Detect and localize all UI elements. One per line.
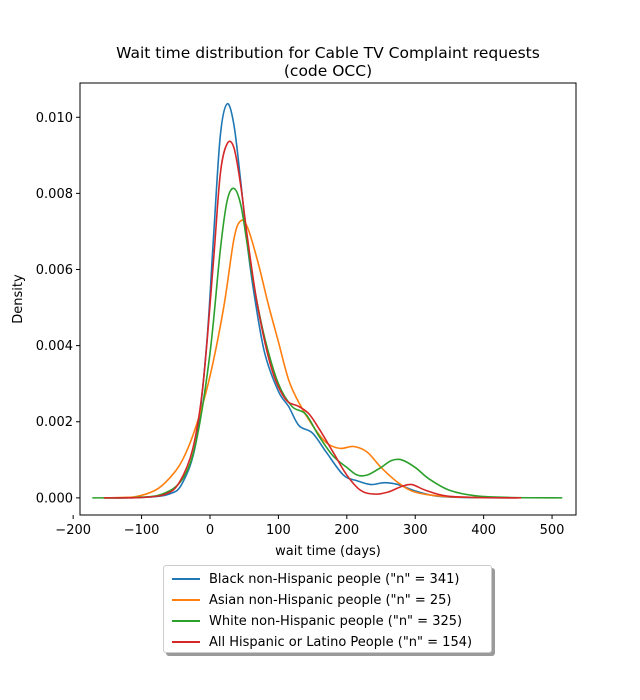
y-axis-ticks: 0.000 0.002 0.004 0.006 0.008 0.010 [36, 111, 80, 506]
y-tick-label: 0.002 [36, 415, 73, 430]
legend-label: Black non-Hispanic people ("n" = 341) [209, 571, 460, 587]
y-tick-label: 0.010 [36, 111, 73, 126]
series-line-3 [103, 140, 522, 499]
x-tick-label: 400 [471, 523, 496, 538]
x-tick-label: 200 [334, 523, 359, 538]
chart-legend: Black non-Hispanic people ("n" = 341) Asi… [163, 565, 492, 653]
legend-label: White non-Hispanic people ("n" = 325) [209, 613, 463, 629]
x-tick-label: −200 [55, 523, 91, 538]
y-tick-label: 0.006 [36, 263, 73, 278]
x-axis-ticks: −200 −100 0 100 200 300 400 500 [55, 515, 564, 538]
legend-label: Asian non-Hispanic people ("n" = 25) [209, 592, 452, 608]
legend-swatch [172, 620, 200, 622]
chart-title-line2: (code OCC) [284, 62, 372, 80]
x-tick-label: 0 [206, 523, 214, 538]
y-axis-label: Density [11, 274, 26, 324]
plot-area-frame [79, 82, 577, 516]
series-group [92, 102, 563, 499]
legend-entry-2: White non-Hispanic people ("n" = 325) [172, 612, 462, 630]
legend-swatch [172, 578, 200, 580]
x-tick-label: 300 [403, 523, 428, 538]
series-line-0 [103, 102, 518, 499]
legend-entry-1: Asian non-Hispanic people ("n" = 25) [172, 591, 452, 609]
x-axis-label: wait time (days) [275, 544, 381, 559]
legend-entry-3: All Hispanic or Latino People ("n" = 154… [172, 633, 472, 651]
y-tick-label: 0.004 [36, 339, 73, 354]
legend-entry-0: Black non-Hispanic people ("n" = 341) [172, 570, 459, 588]
series-line-2 [92, 187, 563, 499]
chart-title-line1: Wait time distribution for Cable TV Comp… [116, 44, 540, 62]
legend-label: All Hispanic or Latino People ("n" = 154… [209, 634, 473, 650]
legend-swatch [172, 641, 200, 643]
x-tick-label: 100 [266, 523, 291, 538]
x-tick-label: −100 [124, 523, 160, 538]
y-tick-label: 0.000 [36, 491, 73, 506]
x-tick-label: 500 [540, 523, 565, 538]
series-line-1 [103, 219, 518, 499]
y-tick-label: 0.008 [36, 187, 73, 202]
legend-swatch [172, 599, 200, 601]
